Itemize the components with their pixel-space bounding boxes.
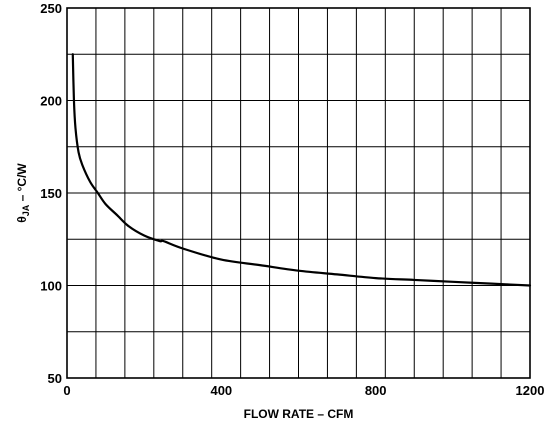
y-axis-title: θJA – °C/W bbox=[15, 163, 31, 223]
y-tick-label: 150 bbox=[40, 186, 62, 201]
x-tick-label: 400 bbox=[210, 383, 232, 398]
y-tick-label: 100 bbox=[40, 279, 62, 294]
y-tick-label: 250 bbox=[40, 1, 62, 16]
plot-frame bbox=[66, 7, 531, 379]
y-axis-title-prefix: θ bbox=[15, 216, 29, 223]
x-tick-label: 0 bbox=[63, 383, 70, 398]
y-tick-label: 200 bbox=[40, 94, 62, 109]
y-tick-labels: 50 100 150 200 250 bbox=[40, 1, 62, 386]
x-tick-label: 1200 bbox=[516, 383, 545, 398]
series-layer bbox=[71, 53, 532, 287]
y-axis-title-suffix: – °C/W bbox=[15, 163, 29, 205]
series-line bbox=[71, 53, 532, 287]
x-tick-label: 800 bbox=[365, 383, 387, 398]
x-axis-title: FLOW RATE – CFM bbox=[244, 407, 354, 421]
y-axis-title-subscript: JA bbox=[21, 204, 31, 216]
x-tick-labels: 0 400 800 1200 bbox=[63, 383, 544, 398]
grid bbox=[67, 8, 530, 378]
y-tick-label: 50 bbox=[48, 371, 62, 386]
